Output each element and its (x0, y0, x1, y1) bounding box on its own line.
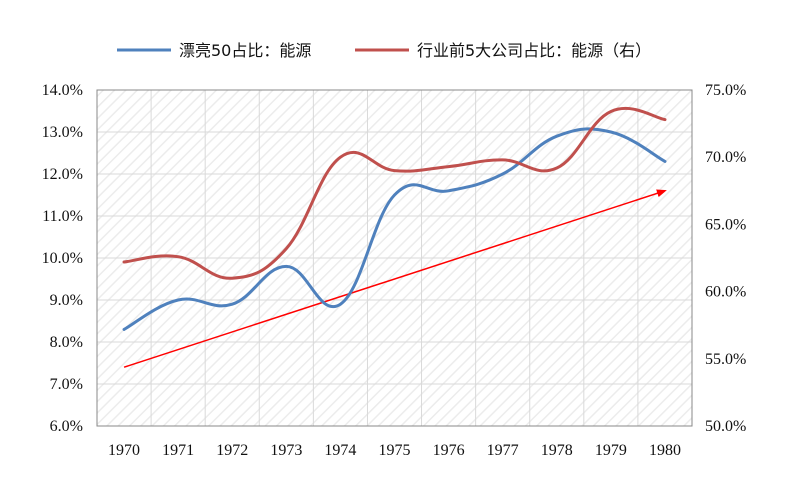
x-tick-label: 1973 (270, 442, 302, 459)
y-left-tick-label: 9.0% (50, 292, 83, 309)
x-tick-label: 1979 (595, 442, 627, 459)
legend-label-2: 行业前5大公司占比：能源（右） (417, 41, 651, 60)
series-line-2 (122, 106, 667, 280)
y-right-tick-label: 55.0% (705, 351, 746, 368)
y-left-tick-label: 10.0% (42, 250, 83, 267)
legend-label-1: 漂亮50占比：能源 (179, 41, 311, 60)
trend-arrow (123, 189, 667, 368)
x-tick-label: 1974 (324, 442, 356, 459)
x-tick-label: 1977 (487, 442, 519, 459)
x-tick-label: 1978 (541, 442, 573, 459)
y-right-tick-label: 75.0% (705, 82, 746, 99)
x-tick-label: 1970 (108, 442, 140, 459)
x-tick-label: 1972 (216, 442, 248, 459)
y-left-tick-label: 6.0% (50, 418, 83, 435)
y-left-tick-label: 14.0% (42, 82, 83, 99)
legend: 漂亮50占比：能源 行业前5大公司占比：能源（右） (117, 41, 651, 60)
x-tick-label: 1980 (649, 442, 681, 459)
y-right-tick-label: 70.0% (705, 149, 746, 166)
y-right-tick-label: 60.0% (705, 284, 746, 301)
y-left-tick-label: 12.0% (42, 166, 83, 183)
y-left-tick-label: 11.0% (42, 208, 83, 225)
series-line-1 (122, 127, 667, 331)
x-tick-label: 1976 (433, 442, 465, 459)
y-right-tick-label: 65.0% (705, 216, 746, 233)
x-tick-label: 1975 (379, 442, 411, 459)
x-tick-label: 1971 (162, 442, 194, 459)
y-left-tick-label: 8.0% (50, 334, 83, 351)
y-left-tick-label: 7.0% (50, 376, 83, 393)
plot-border (96, 89, 693, 427)
series-layer (122, 106, 667, 368)
y-right-tick-label: 50.0% (705, 418, 746, 435)
y-left-tick-label: 13.0% (42, 124, 83, 141)
axes: 6.0% 7.0% 8.0% 9.0% 10.0% 11.0% 12.0% 13.0% 14.0… (42, 82, 747, 459)
